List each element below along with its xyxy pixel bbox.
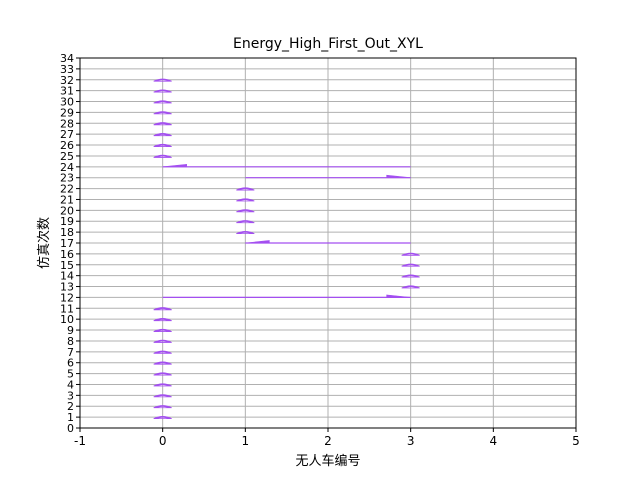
y-tick-label: 15 bbox=[60, 259, 74, 272]
y-axis-label: 仿真次数 bbox=[36, 217, 52, 269]
step-arrow bbox=[153, 307, 172, 311]
transition-arrowhead bbox=[162, 163, 187, 168]
step-arrow bbox=[401, 274, 420, 278]
y-tick-label: 11 bbox=[60, 302, 74, 315]
step-arrow bbox=[153, 318, 172, 322]
y-tick-label: 2 bbox=[67, 400, 74, 413]
step-arrow bbox=[401, 285, 420, 289]
y-tick-label: 8 bbox=[67, 335, 74, 348]
y-tick-label: 12 bbox=[60, 291, 74, 304]
y-tick-label: 21 bbox=[60, 193, 74, 206]
step-arrow bbox=[236, 220, 255, 224]
y-tick-label: 6 bbox=[67, 357, 74, 370]
y-tick-label: 3 bbox=[67, 389, 74, 402]
transition-arrowhead bbox=[386, 294, 411, 298]
y-tick-label: 22 bbox=[60, 183, 74, 196]
step-arrow bbox=[236, 198, 255, 202]
y-tick-label: 28 bbox=[60, 117, 74, 130]
x-tick-label: -1 bbox=[74, 434, 86, 448]
step-arrow bbox=[401, 263, 420, 267]
step-arrow bbox=[153, 78, 172, 82]
step-arrow bbox=[153, 328, 172, 332]
step-arrow bbox=[153, 122, 172, 126]
y-tick-label: 20 bbox=[60, 204, 74, 217]
x-axis-label: 无人车编号 bbox=[295, 453, 360, 469]
y-tick-label: 25 bbox=[60, 150, 74, 163]
step-arrow bbox=[153, 339, 172, 343]
step-arrow bbox=[153, 154, 172, 158]
x-tick-label: 3 bbox=[407, 434, 415, 448]
y-tick-label: 18 bbox=[60, 226, 74, 239]
x-tick-label: 2 bbox=[324, 434, 332, 448]
y-tick-label: 4 bbox=[67, 378, 74, 391]
y-tick-label: 14 bbox=[60, 270, 74, 283]
step-arrow bbox=[153, 383, 172, 387]
y-tick-label: 1 bbox=[67, 411, 74, 424]
transition-arrowhead bbox=[386, 174, 411, 179]
y-tick-label: 31 bbox=[60, 85, 74, 98]
step-arrow bbox=[153, 111, 172, 115]
y-tick-label: 7 bbox=[67, 346, 74, 359]
x-tick-label: 0 bbox=[159, 434, 167, 448]
step-arrow bbox=[236, 230, 255, 235]
step-arrow bbox=[153, 405, 172, 409]
chart-title: Energy_High_First_Out_XYL bbox=[233, 36, 423, 52]
step-arrow bbox=[401, 252, 420, 256]
step-arrow bbox=[153, 89, 172, 93]
step-arrow bbox=[236, 209, 255, 213]
y-tick-label: 13 bbox=[60, 281, 74, 294]
step-arrow bbox=[153, 394, 172, 398]
step-arrow bbox=[153, 100, 172, 104]
x-tick-label: 4 bbox=[490, 434, 498, 448]
y-tick-label: 17 bbox=[60, 237, 74, 250]
x-axis-ticks: -1 0 1 2 3 4 5 bbox=[74, 428, 580, 448]
y-tick-label: 0 bbox=[67, 422, 74, 435]
x-tick-label: 1 bbox=[242, 434, 250, 448]
y-tick-label: 26 bbox=[60, 139, 74, 152]
step-arrow bbox=[153, 133, 172, 137]
y-tick-label: 16 bbox=[60, 248, 74, 261]
y-tick-label: 33 bbox=[60, 63, 74, 76]
y-tick-label: 23 bbox=[60, 172, 74, 185]
y-tick-label: 24 bbox=[60, 161, 74, 174]
y-tick-label: 5 bbox=[67, 368, 74, 381]
y-tick-label: 10 bbox=[60, 313, 74, 326]
step-arrow bbox=[236, 187, 255, 191]
x-tick-label: 5 bbox=[572, 434, 580, 448]
y-tick-label: 19 bbox=[60, 215, 74, 228]
step-arrow bbox=[153, 372, 172, 376]
y-tick-label: 32 bbox=[60, 74, 74, 87]
y-tick-label: 30 bbox=[60, 96, 74, 109]
transition-arrowhead bbox=[245, 240, 270, 244]
step-arrow bbox=[153, 361, 172, 365]
y-tick-label: 29 bbox=[60, 106, 74, 119]
series bbox=[153, 78, 420, 420]
step-arrow bbox=[153, 415, 172, 420]
y-tick-label: 9 bbox=[67, 324, 74, 337]
step-arrow bbox=[153, 143, 172, 147]
step-arrow bbox=[153, 350, 172, 354]
y-tick-label: 27 bbox=[60, 128, 74, 141]
y-tick-label: 34 bbox=[60, 52, 74, 65]
y-axis-ticks: 0123456789101112131415161718192021222324… bbox=[60, 52, 80, 435]
